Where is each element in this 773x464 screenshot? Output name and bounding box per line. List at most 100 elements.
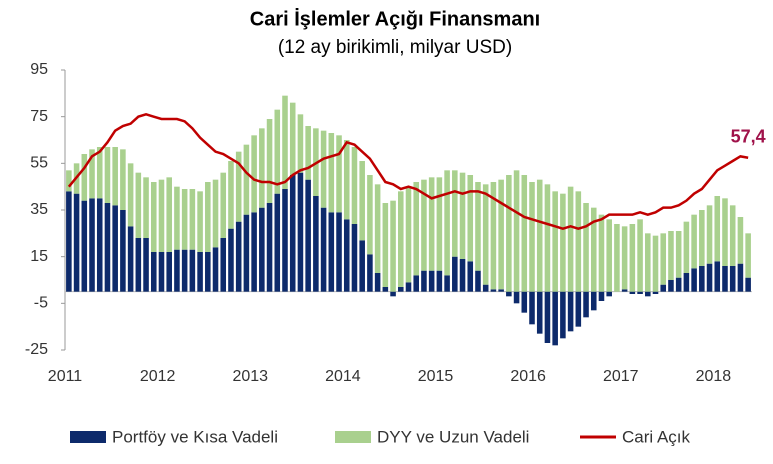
bar (351, 147, 358, 224)
bar (529, 291, 535, 325)
bar (266, 203, 273, 292)
bar (320, 130, 327, 208)
bar (390, 291, 396, 297)
bar (367, 175, 373, 255)
y-tick-label: 15 (30, 248, 48, 265)
y-tick-label: 95 (30, 61, 48, 78)
bar (174, 249, 180, 292)
bar (382, 203, 389, 287)
x-tick-label: 2011 (48, 368, 83, 385)
bar (359, 240, 365, 292)
bar (328, 212, 335, 292)
bar (745, 277, 751, 292)
bar (243, 214, 250, 292)
bar (212, 179, 219, 248)
bar (289, 102, 296, 175)
bar (459, 172, 466, 259)
data-label: 57,4 (731, 126, 766, 146)
bar (575, 291, 582, 327)
bar (197, 252, 203, 292)
bar (729, 205, 736, 266)
bar (606, 219, 612, 292)
bar (328, 133, 335, 213)
bar (637, 291, 643, 294)
bar (405, 282, 412, 292)
bar (552, 291, 558, 346)
bar (228, 161, 234, 229)
bar (706, 263, 713, 292)
bar (714, 261, 721, 292)
bar (498, 179, 504, 290)
bar (104, 147, 111, 203)
bar (668, 231, 674, 280)
bar (436, 270, 443, 292)
bar (220, 172, 227, 238)
bar (652, 291, 659, 294)
bar (336, 135, 342, 213)
bar (143, 238, 149, 292)
bar (313, 196, 319, 292)
x-tick-label: 2012 (140, 368, 176, 385)
bar (189, 189, 196, 250)
bar (251, 212, 257, 292)
bar (706, 205, 713, 264)
bar (66, 191, 72, 292)
bar (181, 249, 188, 292)
bar (536, 291, 543, 334)
bar (621, 226, 628, 290)
bar (675, 231, 682, 278)
bar (475, 182, 481, 271)
legend-swatch (335, 431, 371, 443)
bar (645, 233, 651, 292)
bar (104, 203, 111, 292)
bar (444, 170, 450, 276)
bar (467, 261, 474, 292)
bar (683, 273, 690, 292)
bar (506, 175, 512, 292)
bar (251, 135, 257, 213)
bar (127, 226, 134, 292)
bar (305, 126, 311, 180)
line (67, 113, 749, 230)
bar (374, 273, 381, 292)
bar (513, 291, 520, 304)
bar (220, 238, 227, 292)
bar (521, 175, 528, 292)
bar (729, 266, 736, 292)
bar (552, 191, 558, 292)
bar (282, 189, 288, 292)
bar (367, 254, 373, 292)
bar (320, 207, 327, 292)
bar (490, 182, 497, 290)
bar (699, 266, 705, 292)
bar (89, 149, 95, 199)
bar (567, 291, 574, 332)
bar (89, 198, 95, 292)
bar (583, 291, 589, 318)
bar (150, 252, 157, 292)
bar (675, 277, 682, 292)
bar (590, 291, 597, 311)
bar (506, 291, 512, 297)
legend-label: Cari Açık (622, 427, 691, 446)
bar (614, 224, 620, 292)
legend-label: Portföy ve Kısa Vadeli (112, 427, 278, 446)
bar (351, 224, 358, 292)
bar (637, 219, 643, 292)
bar (289, 175, 296, 292)
bar (598, 291, 605, 301)
bar (691, 214, 697, 269)
bar (390, 200, 396, 292)
bar (498, 289, 504, 292)
y-tick-label: -25 (25, 341, 48, 358)
bar (228, 228, 234, 292)
bar (398, 191, 404, 287)
bar (629, 224, 636, 292)
bar (421, 179, 427, 271)
bar (645, 291, 651, 297)
bar (374, 184, 381, 273)
bar (359, 161, 365, 241)
bar (166, 252, 172, 292)
y-tick-label: 75 (30, 108, 48, 125)
y-tick-label: 55 (30, 155, 48, 172)
